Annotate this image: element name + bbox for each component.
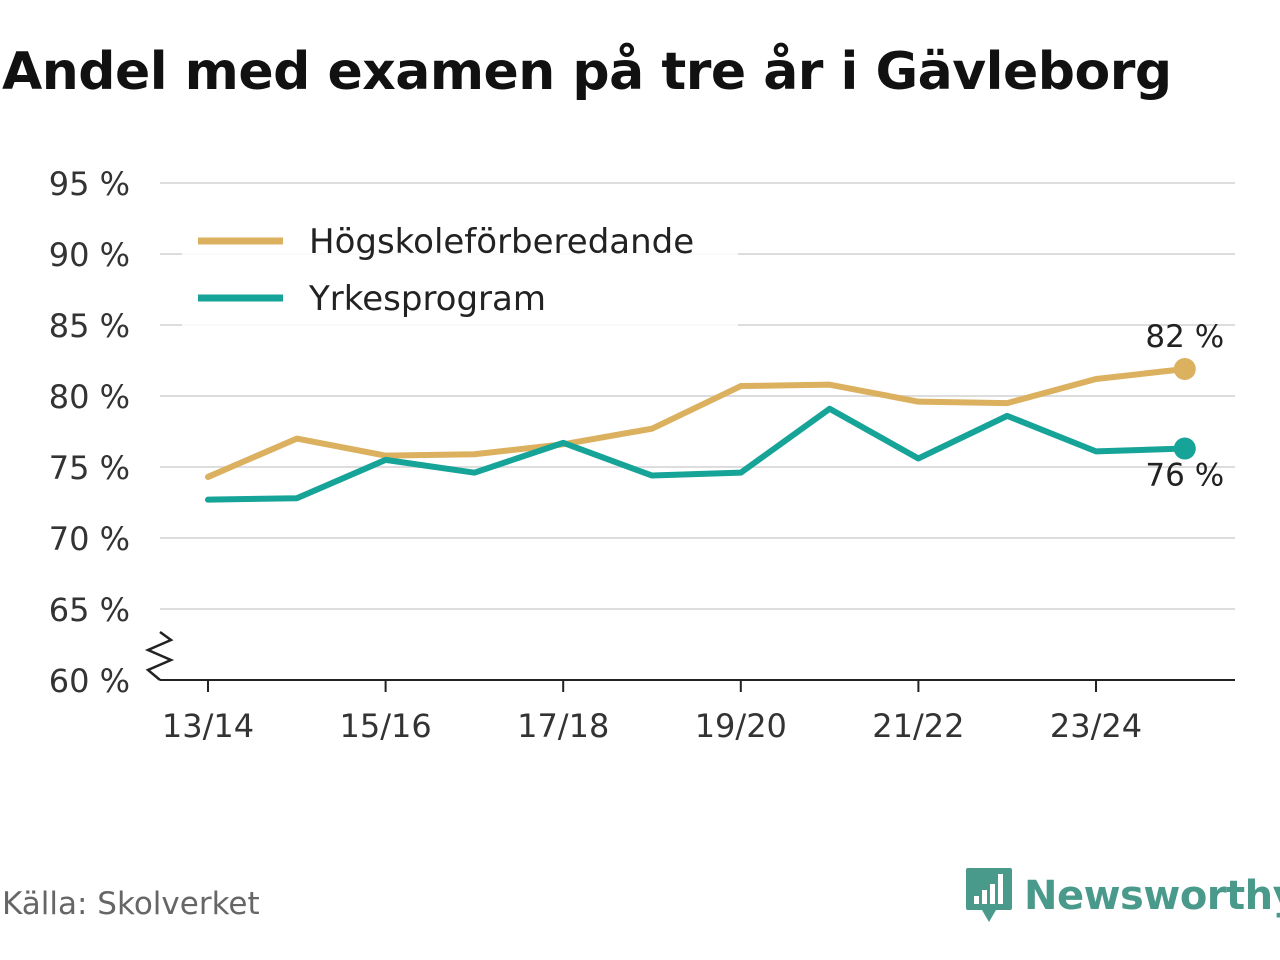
- legend-label: Högskoleförberedande: [309, 222, 694, 262]
- x-tick-label: 13/14: [162, 707, 254, 745]
- series-end-point: [1173, 358, 1196, 381]
- y-tick-label: 60 %: [49, 662, 130, 700]
- x-tick-label: 15/16: [339, 707, 431, 745]
- x-tick-label: 17/18: [517, 707, 609, 745]
- legend-label: Yrkesprogram: [308, 279, 546, 319]
- series-end-point: [1173, 437, 1196, 460]
- y-tick-label: 75 %: [49, 449, 130, 487]
- data-label: 76 %: [1145, 458, 1224, 494]
- y-tick-label: 85 %: [49, 307, 130, 345]
- x-axis: 13/14 15/16 17/18 19/20 21/22 23/24: [160, 679, 1235, 745]
- y-tick-label: 70 %: [49, 520, 130, 558]
- legend: Högskoleförberedande Yrkesprogram: [182, 218, 738, 328]
- y-tick-label: 80 %: [49, 378, 130, 416]
- legend-background: [182, 218, 738, 328]
- y-tick-label: 65 %: [49, 591, 130, 629]
- chart-title: Andel med examen på tre år i Gävleborg: [2, 42, 1172, 102]
- axis-break-zigzag: [144, 630, 175, 681]
- y-tick-label: 90 %: [49, 236, 130, 274]
- y-axis-tick-labels: 60 % 65 % 70 % 75 % 80 % 85 % 90 % 95 %: [49, 165, 130, 700]
- axis-break-icon: [144, 630, 175, 681]
- brand-name: Newsworthy: [1024, 873, 1280, 919]
- source-note: Källa: Skolverket: [2, 886, 260, 922]
- data-label: 82 %: [1145, 319, 1224, 355]
- chart-speech-bubble-icon: [966, 868, 1012, 922]
- x-tick-label: 19/20: [695, 707, 787, 745]
- y-tick-label: 95 %: [49, 165, 130, 203]
- x-tick-label: 23/24: [1050, 707, 1142, 745]
- series-line: [205, 366, 1188, 480]
- series-line: [205, 405, 1188, 503]
- x-tick-label: 21/22: [872, 707, 964, 745]
- series-lines: 82 % 76 %: [205, 319, 1224, 503]
- brand-logo: Newsworthy: [964, 866, 1280, 926]
